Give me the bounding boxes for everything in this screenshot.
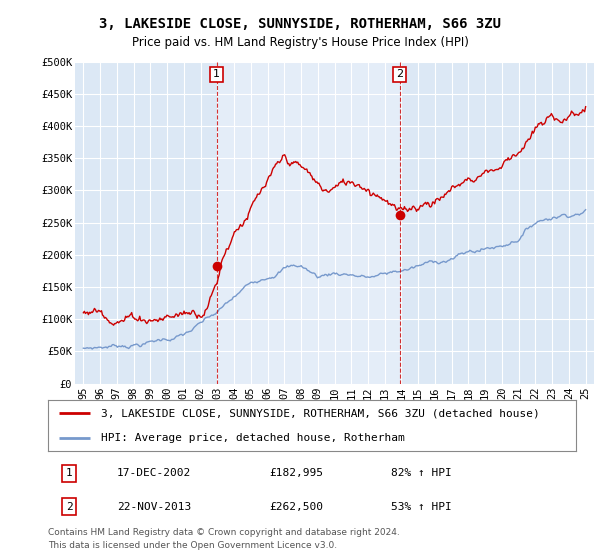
Text: £182,995: £182,995 bbox=[270, 468, 324, 478]
Text: £262,500: £262,500 bbox=[270, 502, 324, 512]
Text: 17-DEC-2002: 17-DEC-2002 bbox=[116, 468, 191, 478]
Text: 1: 1 bbox=[213, 69, 220, 80]
Text: 3, LAKESIDE CLOSE, SUNNYSIDE, ROTHERHAM, S66 3ZU (detached house): 3, LAKESIDE CLOSE, SUNNYSIDE, ROTHERHAM,… bbox=[101, 408, 539, 418]
Text: 3, LAKESIDE CLOSE, SUNNYSIDE, ROTHERHAM, S66 3ZU: 3, LAKESIDE CLOSE, SUNNYSIDE, ROTHERHAM,… bbox=[99, 17, 501, 31]
Bar bbox=[217, 62, 400, 384]
Text: 22-NOV-2013: 22-NOV-2013 bbox=[116, 502, 191, 512]
Text: This data is licensed under the Open Government Licence v3.0.: This data is licensed under the Open Gov… bbox=[48, 541, 337, 550]
Text: 82% ↑ HPI: 82% ↑ HPI bbox=[391, 468, 452, 478]
Text: HPI: Average price, detached house, Rotherham: HPI: Average price, detached house, Roth… bbox=[101, 433, 404, 443]
Text: Price paid vs. HM Land Registry's House Price Index (HPI): Price paid vs. HM Land Registry's House … bbox=[131, 36, 469, 49]
Text: Contains HM Land Registry data © Crown copyright and database right 2024.: Contains HM Land Registry data © Crown c… bbox=[48, 528, 400, 536]
Text: 2: 2 bbox=[396, 69, 403, 80]
Text: 53% ↑ HPI: 53% ↑ HPI bbox=[391, 502, 452, 512]
Text: 2: 2 bbox=[66, 502, 73, 512]
Text: 1: 1 bbox=[66, 468, 73, 478]
